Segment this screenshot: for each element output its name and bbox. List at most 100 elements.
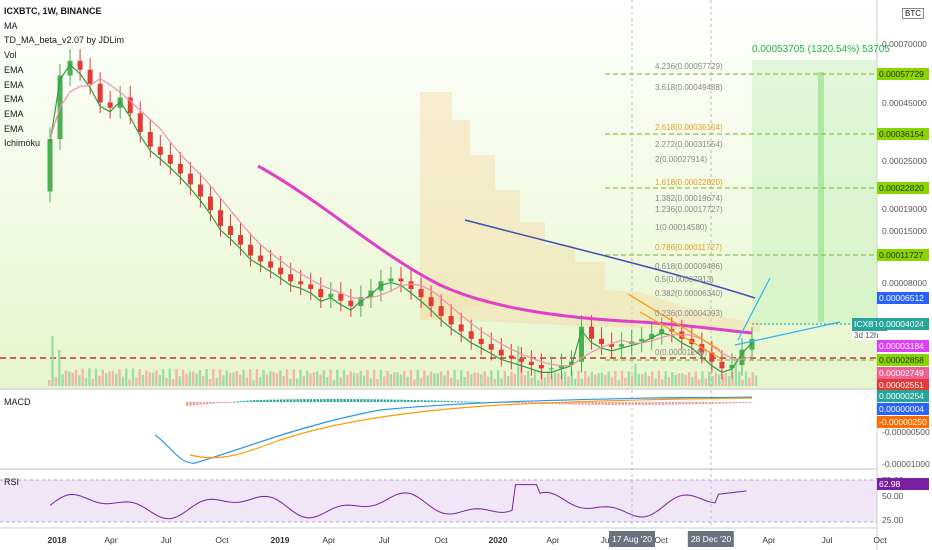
volume-bar (235, 370, 238, 386)
volume-bar (460, 370, 463, 386)
candle-body (619, 344, 625, 347)
macd-hist-bar (383, 399, 386, 402)
volume-bar (218, 369, 222, 386)
macd-hist-bar (273, 399, 276, 402)
macd-hist-bar (363, 399, 366, 402)
indicator-ema-4[interactable]: EMA (4, 108, 24, 119)
volume-bar (597, 373, 600, 386)
volume-bar (396, 372, 399, 386)
volume-bar (694, 371, 697, 386)
macd-hist-bar (289, 399, 293, 402)
target-text: 0.00053705 (1320.54%) 53705 (752, 44, 890, 55)
volume-bar (352, 372, 356, 386)
macd-hist-bar (601, 402, 604, 405)
volume-bar (68, 371, 71, 386)
indicator-ema-2[interactable]: EMA (4, 79, 24, 90)
macd-hist-bar (407, 399, 410, 402)
macd-hist-bar (698, 402, 701, 405)
volume-bar (614, 370, 617, 386)
volume-bar (731, 371, 734, 386)
price-tag: 0.00011727 (877, 249, 929, 261)
macd-hist-bar (691, 402, 695, 405)
volume-bar (439, 371, 443, 386)
volume-bar (480, 374, 483, 386)
macd-hist-bar (688, 402, 691, 405)
macd-hist-bar (346, 399, 350, 402)
time-tick-label: 2020 (488, 535, 508, 545)
macd-hist-bar (403, 399, 407, 402)
macd-hist-bar (510, 402, 514, 403)
volume-bar (255, 369, 259, 386)
candle-body (298, 281, 304, 285)
volume-bar (242, 369, 245, 386)
volume-bar (547, 371, 550, 386)
indicator-ema-1[interactable]: EMA (4, 64, 24, 75)
volume-bar (393, 372, 396, 386)
time-tick-label: Jul (160, 535, 172, 545)
volume-bar (285, 369, 289, 386)
volume-bar (503, 370, 506, 386)
fib-level-label: 2.272(0.00031554) (655, 140, 723, 149)
macd-hist-bar (524, 402, 527, 404)
volume-bar (527, 371, 530, 386)
macd-hist-bar (222, 402, 226, 403)
indicator-ema-5[interactable]: EMA (4, 123, 24, 134)
volume-bar (734, 360, 738, 386)
volume-bar (657, 370, 661, 386)
candle-body (679, 331, 685, 339)
macd-hist-bar (598, 402, 601, 405)
fib-level-label: 0.5(0.00007913) (655, 275, 714, 284)
macd-hist-bar (464, 401, 467, 403)
candle-body (518, 358, 524, 362)
indicator-vol[interactable]: Vol (4, 50, 17, 61)
volume-bar (208, 379, 212, 386)
macd-hist-bar (216, 402, 219, 404)
time-tick-label: Apr (104, 535, 118, 545)
macd-hist-bar (279, 399, 283, 402)
volume-bar (74, 369, 78, 386)
indicator-ma[interactable]: MA (4, 20, 18, 31)
macd-hist-bar (256, 399, 259, 402)
volume-bar (188, 371, 192, 386)
indicator-ema-3[interactable]: EMA (4, 94, 24, 105)
volume-bar (419, 377, 423, 386)
axis-tick-label: 0.00019000 (882, 204, 927, 214)
volume-bar (691, 377, 694, 386)
volume-bar (687, 372, 691, 386)
fib-level-label: 1.382(0.00019674) (655, 194, 723, 203)
indicator-td-ma[interactable]: TD_MA_beta_v2.07 by JDLim (4, 35, 125, 46)
volume-bar (607, 371, 610, 386)
macd-hist-bar (748, 402, 752, 403)
volume-bar (379, 369, 383, 386)
volume-bar (376, 379, 379, 386)
volume-bar (71, 372, 74, 386)
macd-hist-bar (229, 402, 232, 403)
volume-bar (342, 370, 346, 386)
volume-bar (466, 371, 470, 386)
indicator-ichimoku[interactable]: Ichimoku (4, 138, 41, 149)
macd-hist-bar (333, 399, 336, 402)
price-tag: 0.00036154 (877, 128, 929, 140)
candle-body (258, 255, 264, 262)
volume-bar (573, 378, 577, 386)
candle-body (579, 326, 585, 362)
macd-hist-bar (299, 399, 303, 402)
macd-hist-bar (370, 399, 373, 402)
macd-hist-bar (628, 402, 631, 405)
macd-hist-bar (326, 399, 329, 402)
macd-hist-bar (604, 402, 608, 405)
macd-hist-bar (450, 401, 453, 403)
axis-tick-label: -0.00000500 (882, 427, 930, 437)
trend-orange (627, 293, 721, 351)
volume-bar (403, 370, 406, 386)
volume-bar (383, 376, 386, 386)
currency-label[interactable]: BTC (902, 8, 924, 19)
volume-bar (604, 375, 607, 386)
macd-hist-bar (437, 400, 440, 402)
macd-hist-bar (668, 402, 671, 405)
candle-body (67, 60, 73, 76)
volume-bar (115, 373, 118, 386)
macd-hist-bar (420, 400, 423, 402)
macd-hist-bar (675, 402, 678, 405)
